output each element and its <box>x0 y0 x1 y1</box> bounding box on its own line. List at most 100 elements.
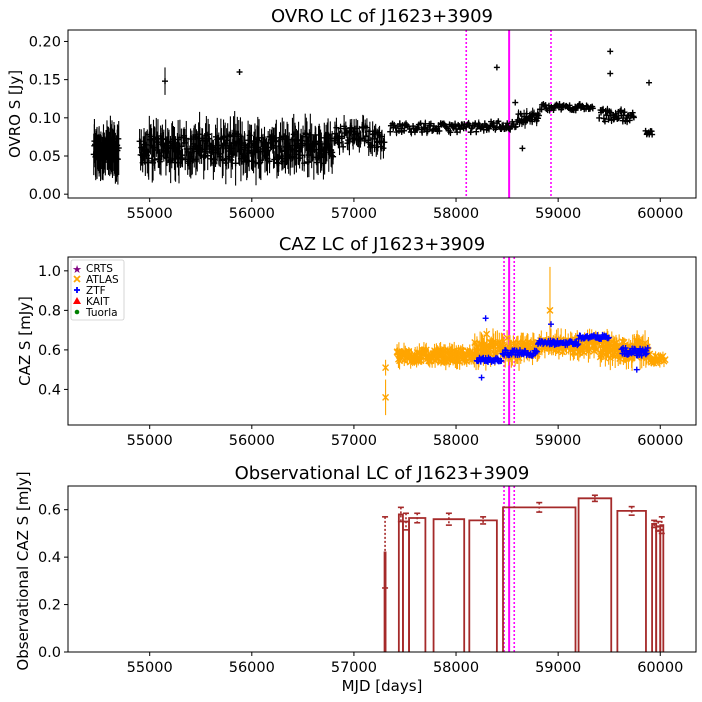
y-tick-label: 0.0 <box>38 645 61 661</box>
data-point <box>649 131 656 138</box>
data-point <box>583 102 590 110</box>
obs-axes-frame <box>67 485 697 653</box>
series-atlas <box>382 266 669 416</box>
caz-y-ticks: 0.4 0.6 0.8 1.0 <box>38 264 68 398</box>
y-tick-label: 0.00 <box>29 187 61 203</box>
y-tick-label: 0.6 <box>38 503 61 519</box>
obs-event-lines <box>503 486 516 652</box>
data-point <box>533 348 540 355</box>
data-point <box>429 127 436 134</box>
legend-entry-crts: ★ CRTS <box>72 263 113 276</box>
caz-legend: ★ CRTS ATLAS ZTF KAIT Tuorla <box>70 259 125 321</box>
data-point <box>454 129 461 136</box>
data-point <box>607 48 614 55</box>
obs-title: Observational LC of J1623+3909 <box>235 463 530 484</box>
data-point <box>296 147 303 169</box>
data-point <box>346 128 353 156</box>
y-tick-label: 0.2 <box>38 598 61 614</box>
data-point <box>478 374 485 381</box>
x-tick-label: 56000 <box>229 660 275 676</box>
x-tick-label: 58000 <box>433 206 479 222</box>
caz-title: CAZ LC of J1623+3909 <box>279 234 485 255</box>
x-tick-label: 56000 <box>229 206 275 222</box>
ovro-x-ticks: 55000 56000 57000 58000 59000 60000 <box>127 198 683 222</box>
star-icon: ★ <box>72 263 82 276</box>
data-point <box>329 130 336 174</box>
x-tick-label: 55000 <box>127 660 173 676</box>
data-point <box>381 133 388 151</box>
obs-block <box>382 516 389 652</box>
data-point <box>547 321 554 328</box>
data-point <box>413 125 420 132</box>
data-point <box>201 142 208 172</box>
obs-block <box>658 516 665 652</box>
data-point <box>643 350 650 357</box>
y-tick-label: 1.0 <box>38 264 61 280</box>
data-point <box>472 120 479 127</box>
ovro-title: OVRO LC of J1623+3909 <box>271 6 493 27</box>
data-point <box>214 134 221 156</box>
data-point <box>301 154 308 172</box>
dot-marker-icon <box>74 309 80 315</box>
obs-block <box>432 512 466 652</box>
data-point <box>330 149 337 165</box>
data-point <box>512 123 519 130</box>
data-point <box>621 108 628 117</box>
data-point <box>340 140 347 153</box>
x-tick-label: 56000 <box>229 433 275 449</box>
x-tick-label: 59000 <box>535 433 581 449</box>
triangle-marker-icon <box>73 297 81 304</box>
data-point <box>294 130 301 150</box>
x-tick-label: 57000 <box>331 206 377 222</box>
caz-data-points <box>382 266 669 416</box>
obs-ylabel: Observational CAZ S [mJy] <box>14 471 32 670</box>
legend-entry-atlas: ATLAS <box>73 274 119 286</box>
data-point <box>205 118 212 150</box>
ovro-axes-frame <box>67 29 697 199</box>
data-point <box>605 115 612 123</box>
data-point <box>447 128 454 137</box>
data-point <box>633 366 640 373</box>
series-ztf <box>473 315 651 381</box>
data-point <box>512 99 519 106</box>
data-point <box>266 149 273 174</box>
data-point <box>535 112 542 119</box>
ovro-data-points <box>90 48 656 186</box>
data-point <box>427 120 434 127</box>
data-point <box>396 120 403 128</box>
data-point <box>452 120 459 128</box>
data-point <box>436 127 443 135</box>
data-point <box>503 330 511 346</box>
data-point <box>620 337 628 348</box>
data-point <box>629 109 636 116</box>
data-point <box>411 129 418 136</box>
obs-block <box>616 505 647 652</box>
ovro-panel: OVRO LC of J1623+3909 OVRO S [Jy] 0.000.… <box>6 6 697 222</box>
obs-block <box>402 512 410 652</box>
caz-ylabel: CAZ S [mJy] <box>16 296 34 386</box>
data-point <box>337 123 344 134</box>
data-point <box>363 118 370 138</box>
data-point <box>380 137 387 159</box>
legend-label-kait: KAIT <box>86 296 110 308</box>
data-point <box>493 64 500 71</box>
y-tick-label: 0.15 <box>29 73 61 89</box>
data-point <box>115 120 122 176</box>
legend-entry-tuorla: Tuorla <box>74 307 118 319</box>
legend-label-tuorla: Tuorla <box>85 307 118 319</box>
data-point <box>342 121 349 136</box>
obs-x-ticks: 55000 56000 57000 58000 59000 60000 <box>127 652 683 676</box>
caz-panel: CAZ LC of J1623+3909 CAZ S [mJy] 0.40.60… <box>16 234 697 449</box>
data-point <box>145 137 152 180</box>
obs-blocks <box>382 494 665 652</box>
data-point <box>607 70 614 77</box>
x-tick-label: 60000 <box>637 433 683 449</box>
data-point <box>320 147 327 180</box>
x-tick-label: 57000 <box>331 433 377 449</box>
data-point <box>644 344 651 351</box>
y-tick-label: 0.8 <box>38 303 61 319</box>
series-ovro <box>90 48 656 186</box>
data-point <box>601 118 608 125</box>
data-point <box>366 121 373 141</box>
